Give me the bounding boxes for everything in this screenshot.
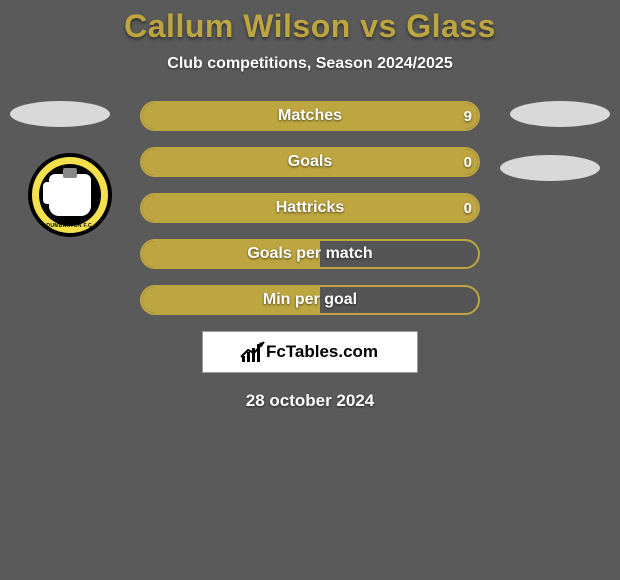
stat-row: Hattricks0: [140, 193, 480, 223]
chart-icon: [242, 342, 260, 362]
elephant-icon: [49, 174, 91, 216]
stat-label: Goals per match: [142, 241, 478, 267]
stat-bars-container: Matches9Goals0Hattricks0Goals per matchM…: [140, 101, 480, 315]
brand-box: FcTables.com: [202, 331, 418, 373]
stat-label: Hattricks: [142, 195, 478, 221]
player-right-placeholder-2: [500, 155, 600, 181]
stat-row: Matches9: [140, 101, 480, 131]
stat-label: Matches: [142, 103, 478, 129]
comparison-area: DUMBARTON F.C. Matches9Goals0Hattricks0G…: [0, 101, 620, 411]
stat-row: Goals0: [140, 147, 480, 177]
stat-value-left: 9: [464, 103, 472, 129]
stat-value-left: 0: [464, 149, 472, 175]
date-text: 28 october 2024: [0, 391, 620, 411]
brand-text: FcTables.com: [266, 342, 378, 362]
player-left-placeholder: [10, 101, 110, 127]
club-badge-left: DUMBARTON F.C.: [28, 153, 112, 237]
player-right-placeholder-1: [510, 101, 610, 127]
stat-value-left: 0: [464, 195, 472, 221]
page-subtitle: Club competitions, Season 2024/2025: [0, 55, 620, 73]
badge-text: DUMBARTON F.C.: [32, 223, 108, 229]
stat-label: Goals: [142, 149, 478, 175]
page-title: Callum Wilson vs Glass: [0, 0, 620, 45]
stat-row: Min per goal: [140, 285, 480, 315]
stat-row: Goals per match: [140, 239, 480, 269]
stat-label: Min per goal: [142, 287, 478, 313]
